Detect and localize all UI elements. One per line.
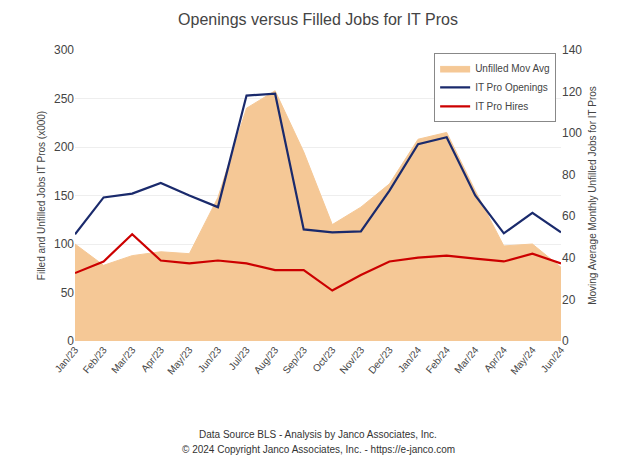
svg-text:Jun/24: Jun/24: [539, 344, 567, 374]
svg-text:Jan/23: Jan/23: [53, 344, 81, 374]
svg-text:50: 50: [61, 286, 75, 300]
svg-text:Openings versus Filled Jobs fo: Openings versus Filled Jobs for IT Pros: [178, 11, 458, 28]
svg-text:May/24: May/24: [508, 344, 538, 377]
svg-text:100: 100: [54, 237, 74, 251]
svg-text:200: 200: [54, 140, 74, 154]
svg-text:Mar/24: Mar/24: [452, 344, 481, 375]
svg-text:Jan/24: Jan/24: [396, 344, 424, 374]
svg-text:Filled and Unfilled Jobs IT Pr: Filled and Unfilled Jobs IT Pros (x000): [36, 111, 47, 280]
svg-text:140: 140: [562, 43, 582, 57]
svg-text:Aug/23: Aug/23: [252, 344, 281, 376]
svg-text:Unfilled Mov Avg: Unfilled Mov Avg: [475, 63, 549, 74]
svg-text:40: 40: [562, 251, 576, 265]
svg-text:0: 0: [562, 334, 569, 348]
svg-text:Data Source BLS - Analysis by: Data Source BLS - Analysis by Janco Asso…: [199, 429, 437, 440]
svg-text:80: 80: [562, 168, 576, 182]
svg-text:Oct/23: Oct/23: [310, 344, 338, 374]
svg-text:Apr/24: Apr/24: [482, 344, 510, 374]
svg-text:Jul/23: Jul/23: [226, 344, 252, 372]
svg-text:60: 60: [562, 209, 576, 223]
svg-text:300: 300: [54, 43, 74, 57]
svg-text:Sep/23: Sep/23: [280, 344, 309, 376]
svg-text:IT Pro Hires: IT Pro Hires: [475, 101, 528, 112]
svg-text:0: 0: [67, 334, 74, 348]
svg-text:Apr/23: Apr/23: [139, 344, 167, 374]
svg-text:250: 250: [54, 92, 74, 106]
svg-text:Nov/23: Nov/23: [337, 344, 366, 376]
svg-text:150: 150: [54, 189, 74, 203]
svg-text:100: 100: [562, 126, 582, 140]
svg-text:Feb/24: Feb/24: [424, 344, 453, 375]
svg-text:Moving Average Monthly Unfille: Moving Average Monthly Unfilled Jobs for…: [587, 86, 598, 305]
svg-text:120: 120: [562, 85, 582, 99]
svg-text:20: 20: [562, 293, 576, 307]
svg-text:May/23: May/23: [165, 344, 195, 377]
svg-text:IT Pro Openings: IT Pro Openings: [475, 82, 548, 93]
svg-text:Mar/23: Mar/23: [109, 344, 138, 375]
svg-text:Jun/23: Jun/23: [196, 344, 224, 374]
svg-text:Dec/23: Dec/23: [366, 344, 395, 376]
svg-text:© 2024 Copyright Janco Associa: © 2024 Copyright Janco Associates, Inc. …: [182, 444, 455, 455]
svg-text:Feb/23: Feb/23: [81, 344, 110, 375]
